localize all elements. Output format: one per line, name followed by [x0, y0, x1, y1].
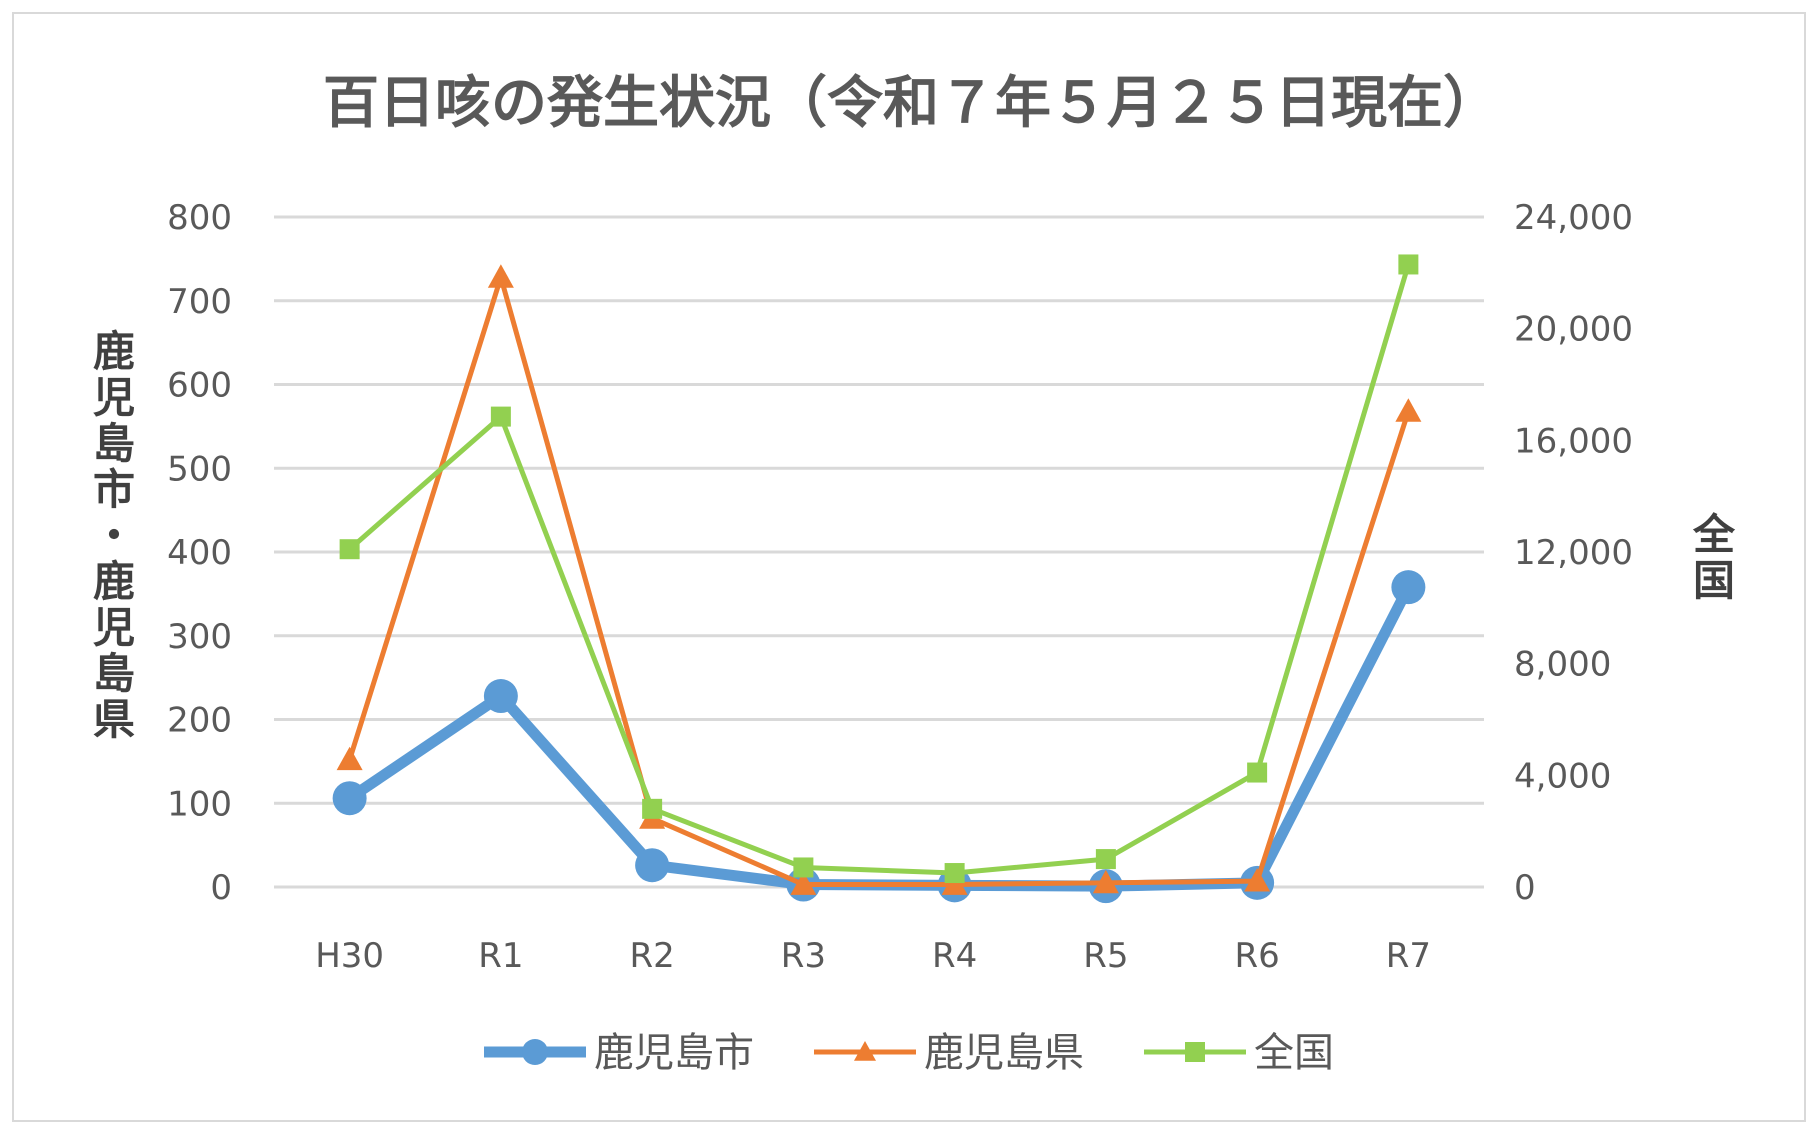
- legend-label: 鹿児島市: [594, 1030, 754, 1076]
- chart-title: 百日咳の発生状況（令和７年５月２５日現在）: [323, 71, 1499, 136]
- x-tick-label: R4: [932, 936, 977, 976]
- data-point: [339, 539, 360, 560]
- data-point: [522, 1039, 548, 1065]
- chart-svg: 百日咳の発生状況（令和７年５月２５日現在） 0 100 200 300 400 500 60…: [93, 71, 1736, 1076]
- left-tick-label: 0: [210, 868, 232, 908]
- left-axis-ticks: 0 100 200 300 400 500 600 700 800: [167, 198, 232, 908]
- data-point: [332, 781, 367, 816]
- legend-label: 全国: [1254, 1030, 1334, 1076]
- x-tick-label: R3: [781, 936, 826, 976]
- data-point: [941, 871, 968, 895]
- data-point: [1092, 869, 1119, 894]
- legend-item: 鹿児島市: [484, 1030, 754, 1076]
- chart-frame: 百日咳の発生状況（令和７年５月２５日現在） 0 100 200 300 400 500 60…: [12, 12, 1806, 1122]
- right-axis-title: 全国: [1692, 510, 1736, 605]
- x-axis-ticks: H30 R1 R2 R3 R4 R5 R6 R7: [315, 936, 1431, 976]
- left-tick-label: 800: [167, 198, 232, 238]
- right-tick-label: 0: [1514, 868, 1536, 908]
- left-tick-label: 200: [167, 701, 232, 741]
- data-point: [490, 406, 511, 427]
- right-axis-ticks: 0 4,000 8,000 12,000 16,000 20,000 24,000: [1514, 198, 1633, 908]
- data-point: [793, 857, 814, 878]
- series-line: [347, 263, 1411, 876]
- data-point: [944, 863, 965, 884]
- left-tick-label: 700: [167, 282, 232, 322]
- data-point: [790, 871, 817, 895]
- data-point: [1395, 398, 1422, 422]
- series-circle: [332, 570, 1426, 904]
- x-tick-label: R6: [1234, 936, 1279, 976]
- right-tick-label: 8,000: [1514, 645, 1611, 685]
- x-tick-label: R1: [478, 936, 523, 976]
- data-point: [635, 848, 670, 883]
- left-tick-label: 400: [167, 533, 232, 573]
- series-layer: [332, 254, 1426, 904]
- legend-item: 鹿児島県: [814, 1030, 1084, 1076]
- right-tick-label: 20,000: [1514, 310, 1633, 350]
- series-line: [346, 584, 1414, 892]
- right-tick-label: 12,000: [1514, 533, 1633, 573]
- data-point: [1095, 849, 1116, 870]
- x-tick-label: H30: [315, 936, 384, 976]
- x-tick-label: R5: [1083, 936, 1128, 976]
- right-tick-label: 4,000: [1514, 756, 1611, 796]
- right-tick-label: 16,000: [1514, 421, 1633, 461]
- data-point: [483, 679, 518, 714]
- x-tick-label: R7: [1386, 936, 1431, 976]
- left-axis-title: 鹿児島市・鹿児島県: [93, 327, 135, 744]
- data-point: [336, 746, 363, 771]
- x-tick-label: R2: [629, 936, 674, 976]
- left-tick-label: 300: [167, 617, 232, 657]
- series-line: [347, 274, 1411, 887]
- data-point: [1247, 762, 1268, 783]
- legend-label: 鹿児島県: [924, 1030, 1084, 1076]
- right-tick-label: 24,000: [1514, 198, 1633, 238]
- data-point: [854, 1041, 876, 1061]
- legend: 鹿児島市 鹿児島県 全国: [484, 1030, 1334, 1076]
- left-tick-label: 600: [167, 366, 232, 406]
- series-square: [339, 254, 1419, 884]
- data-point: [487, 264, 514, 288]
- data-point: [1398, 254, 1419, 275]
- data-point: [1244, 868, 1271, 892]
- legend-item: 全国: [1144, 1030, 1334, 1076]
- data-point: [1391, 570, 1426, 605]
- series-triangle: [336, 264, 1422, 895]
- left-tick-label: 500: [167, 449, 232, 489]
- left-tick-label: 100: [167, 784, 232, 824]
- data-point: [642, 798, 663, 819]
- data-point: [1185, 1042, 1205, 1062]
